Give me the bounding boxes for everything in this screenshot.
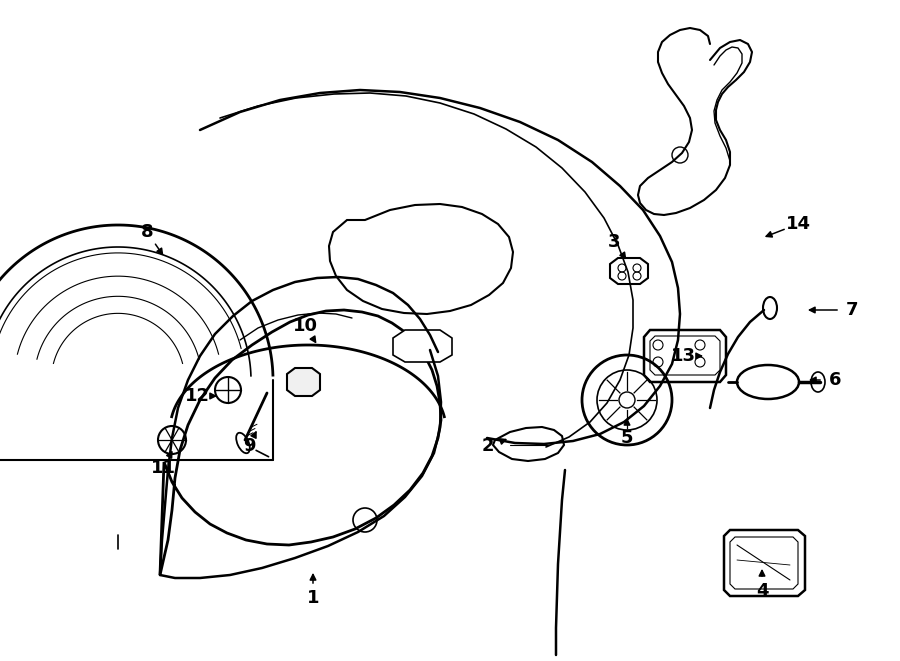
- Polygon shape: [644, 330, 726, 382]
- Text: 5: 5: [621, 429, 634, 447]
- Text: 12: 12: [184, 387, 210, 405]
- Text: 11: 11: [150, 459, 176, 477]
- Polygon shape: [724, 530, 805, 596]
- Text: 3: 3: [608, 233, 620, 251]
- Text: 7: 7: [846, 301, 859, 319]
- Text: 13: 13: [670, 347, 696, 365]
- Polygon shape: [160, 310, 441, 575]
- Text: 9: 9: [243, 437, 256, 455]
- Text: 2: 2: [482, 437, 494, 455]
- Text: 8: 8: [140, 223, 153, 241]
- Text: 10: 10: [292, 317, 318, 335]
- Text: 14: 14: [786, 215, 811, 233]
- Text: 6: 6: [829, 371, 842, 389]
- Polygon shape: [329, 204, 513, 314]
- Text: 4: 4: [756, 582, 769, 600]
- Polygon shape: [610, 258, 648, 284]
- Text: 1: 1: [307, 589, 320, 607]
- Polygon shape: [493, 427, 564, 461]
- Polygon shape: [287, 368, 320, 396]
- Polygon shape: [393, 330, 452, 362]
